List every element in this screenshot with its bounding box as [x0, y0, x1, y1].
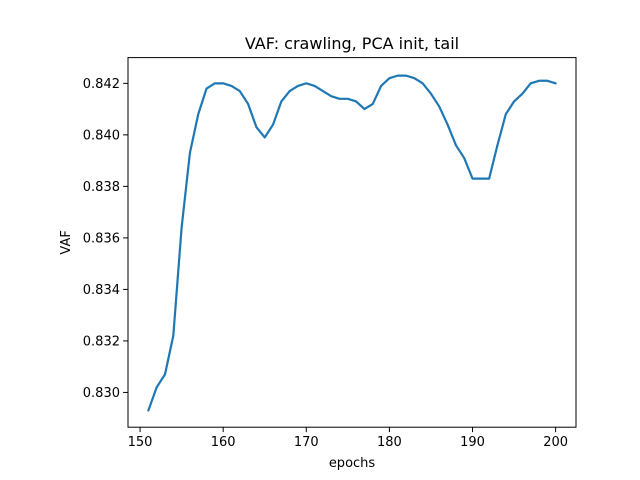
- x-tick-label: 150: [128, 435, 153, 450]
- y-tick-label: 0.832: [83, 334, 120, 349]
- axes-frame: [127, 57, 577, 428]
- x-axis-ticks: 150 160 170 180 190 200: [128, 427, 568, 450]
- x-tick-label: 170: [294, 435, 319, 450]
- series-layer: [147, 74, 557, 412]
- y-tick-label: 0.838: [83, 180, 120, 195]
- x-tick-label: 200: [543, 435, 568, 450]
- y-axis-label: VAF: [59, 230, 74, 254]
- y-axis-ticks: 0.830 0.832 0.834 0.836 0.838 0.840 0.842: [83, 77, 128, 401]
- y-tick-label: 0.842: [83, 77, 120, 92]
- x-tick-label: 160: [211, 435, 236, 450]
- y-tick-label: 0.834: [83, 283, 120, 298]
- y-tick-label: 0.830: [83, 386, 120, 401]
- x-axis-label: epochs: [329, 456, 376, 471]
- y-tick-label: 0.840: [83, 128, 120, 143]
- series-line-0: [147, 74, 557, 412]
- chart-title: VAF: crawling, PCA init, tail: [245, 34, 459, 53]
- y-tick-label: 0.836: [83, 231, 120, 246]
- plot-area: [127, 57, 577, 428]
- x-tick-label: 180: [377, 435, 402, 450]
- x-tick-label: 190: [460, 435, 485, 450]
